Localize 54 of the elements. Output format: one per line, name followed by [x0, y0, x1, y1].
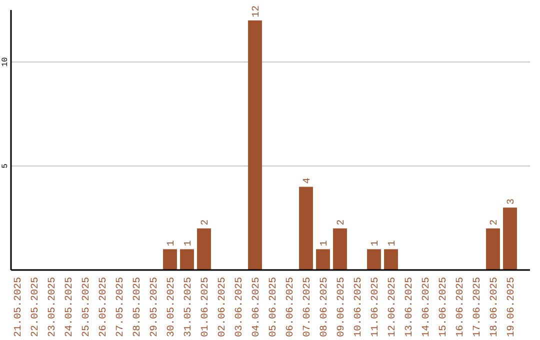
- x-tick-label: 19.06.2025: [506, 277, 518, 338]
- x-tick-label: 31.05.2025: [184, 277, 194, 338]
- x-tick-label: 07.06.2025: [302, 277, 314, 338]
- bar: [367, 249, 381, 270]
- x-tick-label: 14.06.2025: [422, 277, 432, 338]
- data-label: 1: [370, 240, 382, 246]
- bar: [384, 249, 398, 270]
- x-tick-label: 05.06.2025: [268, 277, 280, 338]
- bar: [316, 249, 330, 270]
- x-tick-label: 09.06.2025: [336, 277, 348, 338]
- x-tick-label: 24.05.2025: [64, 277, 76, 338]
- x-tick-label: 18.06.2025: [490, 277, 500, 338]
- x-tick-label: 04.06.2025: [252, 277, 262, 338]
- x-tick-label: 17.06.2025: [472, 277, 484, 338]
- x-tick-label: 26.05.2025: [98, 277, 110, 338]
- data-label: 1: [320, 240, 330, 246]
- x-tick-label: 25.05.2025: [82, 277, 92, 338]
- data-label: 2: [200, 219, 212, 226]
- bar: [333, 228, 347, 270]
- data-label: 4: [302, 178, 314, 184]
- x-tick-label: 06.06.2025: [286, 277, 296, 338]
- x-tick-label: 08.06.2025: [320, 277, 330, 338]
- bar: [197, 228, 211, 270]
- bar: [486, 228, 500, 270]
- data-label: 1: [388, 240, 398, 246]
- x-tick-label: 16.06.2025: [456, 277, 466, 338]
- x-tick-label: 02.06.2025: [218, 277, 228, 338]
- x-tick-label: 21.05.2025: [14, 277, 24, 338]
- x-tick-label: 23.05.2025: [48, 277, 58, 338]
- data-label: 12: [252, 5, 262, 18]
- bar: [248, 20, 262, 270]
- x-tick-label: 12.06.2025: [388, 277, 398, 338]
- data-label: 1: [184, 240, 194, 246]
- bar: [299, 186, 313, 270]
- bar: [163, 249, 177, 270]
- y-tick-label: 10: [1, 57, 10, 67]
- x-tick-label: 10.06.2025: [354, 277, 364, 338]
- x-tick-label: 28.05.2025: [132, 277, 144, 338]
- data-label: 2: [336, 219, 348, 226]
- x-tick-label: 15.06.2025: [438, 277, 450, 338]
- data-label: 2: [490, 219, 500, 226]
- bar: [180, 249, 194, 270]
- x-tick-label: 22.05.2025: [30, 277, 42, 338]
- bar: [503, 208, 517, 270]
- x-tick-label: 13.06.2025: [404, 277, 416, 338]
- data-label: 3: [506, 198, 518, 205]
- y-tick-label: 5: [1, 163, 10, 168]
- x-tick-label: 30.05.2025: [166, 277, 178, 338]
- x-tick-label: 01.06.2025: [200, 277, 212, 338]
- x-tick-label: 27.05.2025: [116, 277, 126, 338]
- x-tick-label: 11.06.2025: [370, 277, 382, 338]
- data-label: 1: [166, 240, 178, 246]
- x-tick-label: 03.06.2025: [234, 277, 246, 338]
- x-tick-label: 29.05.2025: [150, 277, 160, 338]
